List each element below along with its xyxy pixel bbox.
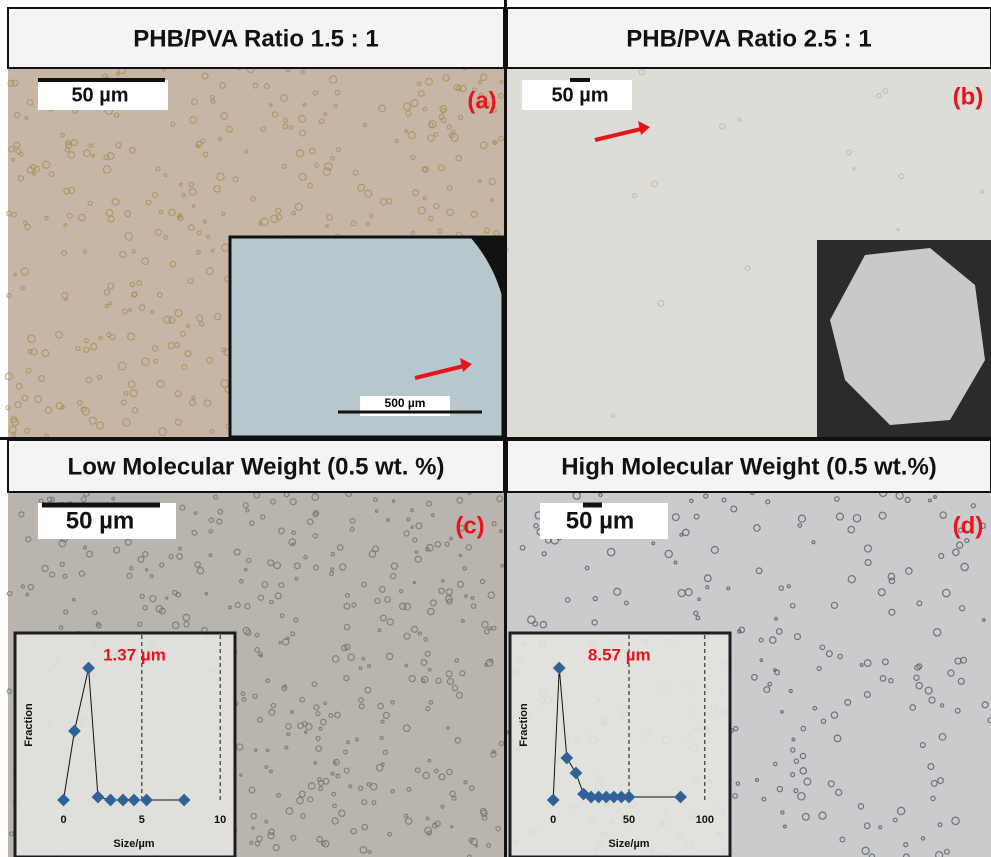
scale-label: 50 µm xyxy=(566,507,635,534)
y-axis-label: Fraction xyxy=(518,703,530,747)
x-tick-label: 0 xyxy=(60,814,66,826)
annotation: 1.37 µm xyxy=(103,645,166,664)
panel-header: High Molecular Weight (0.5 wt.%) xyxy=(561,453,937,480)
x-axis-label: Size/µm xyxy=(113,838,154,850)
scale-label: 50 µm xyxy=(551,84,608,106)
x-tick-label: 100 xyxy=(696,814,714,826)
panel-header: PHB/PVA Ratio 1.5 : 1 xyxy=(133,25,378,52)
panel-label: (d) xyxy=(953,512,984,539)
panel-header: PHB/PVA Ratio 2.5 : 1 xyxy=(626,25,871,52)
x-tick-label: 10 xyxy=(214,814,226,826)
panel-label: (a) xyxy=(467,87,496,114)
scale-label: 500 µm xyxy=(385,396,426,410)
panel-label: (c) xyxy=(455,512,484,539)
scale-label: 50 µm xyxy=(66,507,135,534)
scale-label: 50 µm xyxy=(71,84,128,106)
figure: PHB/PVA Ratio 1.5 : 1 PHB/PVA Ratio 2.5 … xyxy=(0,0,991,857)
panel-header: Low Molecular Weight (0.5 wt. %) xyxy=(68,453,445,480)
x-tick-label: 0 xyxy=(550,814,556,826)
x-tick-label: 50 xyxy=(623,814,635,826)
x-tick-label: 5 xyxy=(139,814,145,826)
panel-label: (b) xyxy=(953,83,984,110)
x-axis-label: Size/µm xyxy=(608,838,649,850)
inset-chart xyxy=(15,633,235,857)
y-axis-label: Fraction xyxy=(23,703,35,747)
annotation: 8.57 µm xyxy=(588,645,651,664)
